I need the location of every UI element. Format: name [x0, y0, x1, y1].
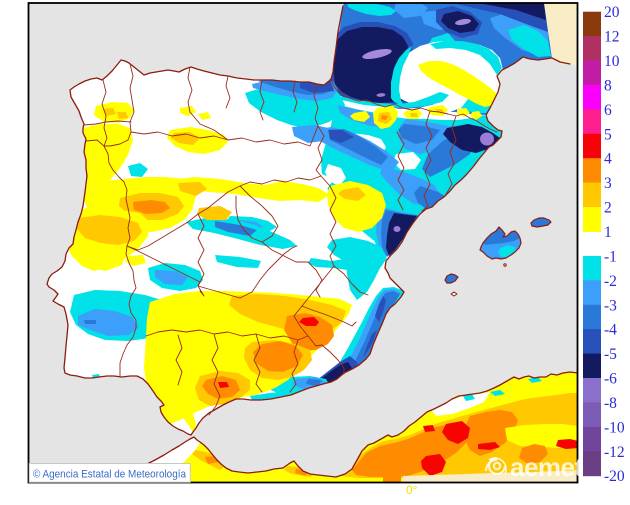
svg-text:-8: -8	[604, 395, 617, 412]
svg-text:-20: -20	[604, 468, 625, 485]
svg-text:-5: -5	[604, 346, 617, 363]
svg-text:-6: -6	[604, 371, 617, 388]
svg-text:12: 12	[604, 29, 620, 46]
svg-text:10: 10	[604, 53, 620, 70]
svg-text:1: 1	[604, 224, 612, 241]
svg-text:© Agencia Estatal de Meteorolo: © Agencia Estatal de Meteorología	[33, 469, 187, 481]
svg-text:-1: -1	[604, 248, 617, 265]
svg-text:-12: -12	[604, 444, 625, 461]
svg-text:3: 3	[604, 175, 612, 192]
svg-text:4: 4	[604, 151, 612, 168]
svg-text:20: 20	[604, 4, 620, 21]
svg-text:-3: -3	[604, 297, 617, 314]
svg-text:2: 2	[604, 200, 612, 217]
svg-text:-2: -2	[604, 273, 617, 290]
svg-text:aemet: aemet	[510, 452, 583, 482]
svg-text:0°: 0°	[406, 483, 418, 497]
svg-text:-10: -10	[604, 419, 625, 436]
svg-text:5: 5	[604, 126, 612, 143]
svg-text:6: 6	[604, 102, 612, 119]
svg-text:8: 8	[604, 78, 612, 95]
svg-text:-4: -4	[604, 322, 617, 339]
